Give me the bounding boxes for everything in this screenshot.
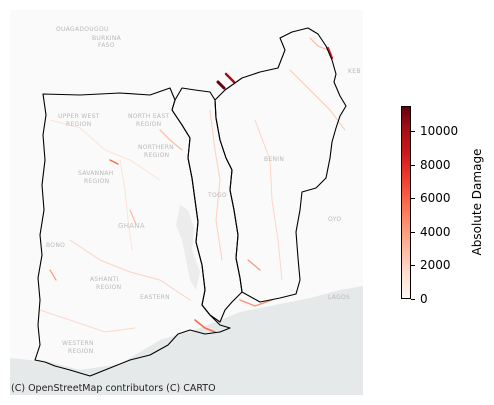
colorbar-tick [411, 131, 415, 133]
map-label-ashanti: ASHANTI [90, 276, 119, 283]
ghana-border [34, 87, 231, 377]
map-label-lagos: LAGOS [328, 294, 351, 301]
damage-map [10, 27, 363, 395]
colorbar-tick [411, 299, 415, 300]
togo-border [171, 87, 243, 323]
colorbar-tick-label: 10000 [420, 124, 459, 139]
map-label-bono: BONO [46, 242, 66, 249]
colorbar-tick-label: 2000 [420, 258, 451, 273]
lake-volta [176, 205, 200, 290]
map-label-upper-west-region: REGION [66, 121, 92, 128]
map-label-savannah-region: REGION [84, 178, 110, 185]
map-label-ashanti-region: REGION [96, 284, 122, 291]
colorbar [401, 106, 415, 300]
map-label-north-east-region: REGION [136, 121, 162, 128]
map-label-north-east: NORTH EAST [128, 113, 170, 120]
colorbar-tick [411, 164, 415, 166]
colorbar-tick-label: 8000 [420, 157, 451, 172]
map-label-northern-region: REGION [144, 152, 170, 159]
map-label-western-region: REGION [68, 348, 94, 355]
map-label-upper-west: UPPER WEST [58, 113, 100, 120]
colorbar-tick [411, 265, 415, 267]
map-label-faso: FASO [98, 42, 115, 49]
colorbar-label: Absolute Damage [470, 148, 484, 256]
benin-border [214, 27, 347, 303]
colorbar-tick-label: 0 [420, 292, 428, 306]
map-label-burkina: BURKINA [92, 35, 122, 42]
map-panel: OUAGADOUGOU BURKINA FASO UPPER WEST REGI… [10, 10, 363, 395]
damage-segments [39, 37, 346, 333]
colorbar-tick-label: 4000 [420, 224, 451, 239]
colorbar-tick-label: 6000 [420, 191, 451, 206]
gulf-of-guinea [10, 286, 363, 395]
colorbar-tick [411, 231, 415, 233]
colorbar-gradient [401, 106, 411, 299]
map-label-ouagadougou: OUAGADOUGOU [56, 26, 109, 33]
map-label-eastern: EASTERN [140, 294, 170, 301]
map-label-northern: NORTHERN [138, 144, 174, 151]
map-attribution: (C) OpenStreetMap contributors (C) CARTO [11, 383, 216, 394]
map-label-oyo: OYO [328, 216, 342, 223]
map-label-keb: KEB [348, 68, 361, 75]
map-label-savannah: SAVANNAH [78, 170, 114, 177]
colorbar-tick [411, 198, 415, 200]
map-label-benin: BENIN [264, 156, 285, 163]
map-label-togo: TOGO [208, 192, 227, 199]
map-label-ghana: GHANA [118, 222, 146, 230]
map-label-western: WESTERN [62, 340, 94, 347]
country-borders [34, 27, 347, 377]
